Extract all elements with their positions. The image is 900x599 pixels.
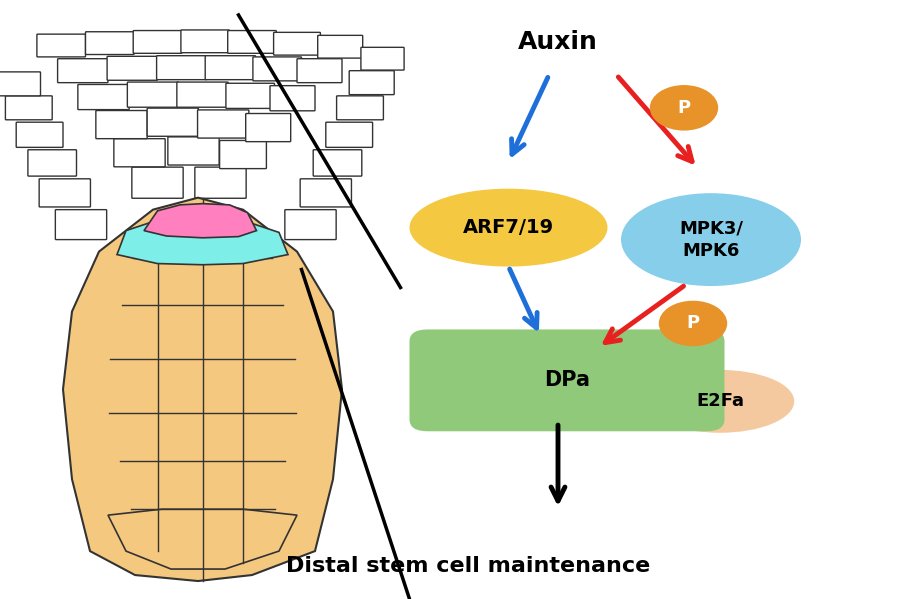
- Text: ARF7/19: ARF7/19: [463, 218, 554, 237]
- FancyBboxPatch shape: [37, 34, 86, 57]
- Text: Auxin: Auxin: [518, 30, 598, 54]
- FancyBboxPatch shape: [228, 31, 276, 53]
- FancyBboxPatch shape: [220, 140, 266, 169]
- FancyBboxPatch shape: [0, 72, 40, 96]
- Circle shape: [659, 301, 727, 346]
- FancyBboxPatch shape: [167, 137, 220, 165]
- Polygon shape: [144, 204, 256, 238]
- FancyBboxPatch shape: [56, 210, 106, 240]
- FancyBboxPatch shape: [410, 329, 724, 431]
- Text: E2Fa: E2Fa: [696, 392, 744, 410]
- FancyBboxPatch shape: [297, 59, 342, 83]
- FancyBboxPatch shape: [284, 210, 337, 240]
- Circle shape: [650, 85, 718, 131]
- FancyBboxPatch shape: [226, 83, 274, 108]
- FancyBboxPatch shape: [107, 56, 158, 80]
- Text: P: P: [687, 314, 699, 332]
- Polygon shape: [117, 217, 288, 265]
- FancyBboxPatch shape: [349, 71, 394, 95]
- FancyBboxPatch shape: [274, 32, 320, 55]
- FancyBboxPatch shape: [58, 59, 108, 83]
- Ellipse shape: [410, 189, 608, 267]
- FancyBboxPatch shape: [326, 122, 373, 147]
- FancyBboxPatch shape: [96, 110, 148, 138]
- FancyBboxPatch shape: [361, 47, 404, 70]
- Text: P: P: [678, 99, 690, 117]
- Polygon shape: [108, 509, 297, 569]
- FancyBboxPatch shape: [176, 82, 229, 107]
- FancyBboxPatch shape: [113, 138, 166, 167]
- FancyBboxPatch shape: [28, 150, 76, 176]
- Text: Distal stem cell maintenance: Distal stem cell maintenance: [286, 556, 650, 576]
- Polygon shape: [63, 198, 342, 581]
- FancyBboxPatch shape: [78, 84, 130, 110]
- FancyBboxPatch shape: [318, 35, 363, 58]
- FancyBboxPatch shape: [270, 86, 315, 111]
- FancyBboxPatch shape: [16, 122, 63, 147]
- FancyBboxPatch shape: [133, 31, 182, 53]
- FancyBboxPatch shape: [86, 32, 134, 55]
- FancyBboxPatch shape: [40, 179, 90, 207]
- FancyBboxPatch shape: [253, 57, 302, 81]
- FancyBboxPatch shape: [181, 30, 230, 53]
- FancyBboxPatch shape: [157, 56, 207, 80]
- FancyBboxPatch shape: [131, 167, 184, 198]
- Ellipse shape: [646, 370, 794, 432]
- Text: DPa: DPa: [544, 370, 590, 391]
- FancyBboxPatch shape: [148, 108, 198, 136]
- FancyBboxPatch shape: [128, 82, 178, 107]
- FancyBboxPatch shape: [300, 179, 351, 207]
- FancyBboxPatch shape: [5, 96, 52, 120]
- FancyBboxPatch shape: [337, 96, 383, 120]
- FancyBboxPatch shape: [313, 150, 362, 176]
- Ellipse shape: [621, 193, 801, 286]
- FancyBboxPatch shape: [205, 56, 256, 80]
- FancyBboxPatch shape: [194, 167, 247, 198]
- FancyBboxPatch shape: [198, 110, 248, 138]
- FancyBboxPatch shape: [246, 113, 291, 141]
- Text: MPK3/
MPK6: MPK3/ MPK6: [679, 219, 743, 260]
